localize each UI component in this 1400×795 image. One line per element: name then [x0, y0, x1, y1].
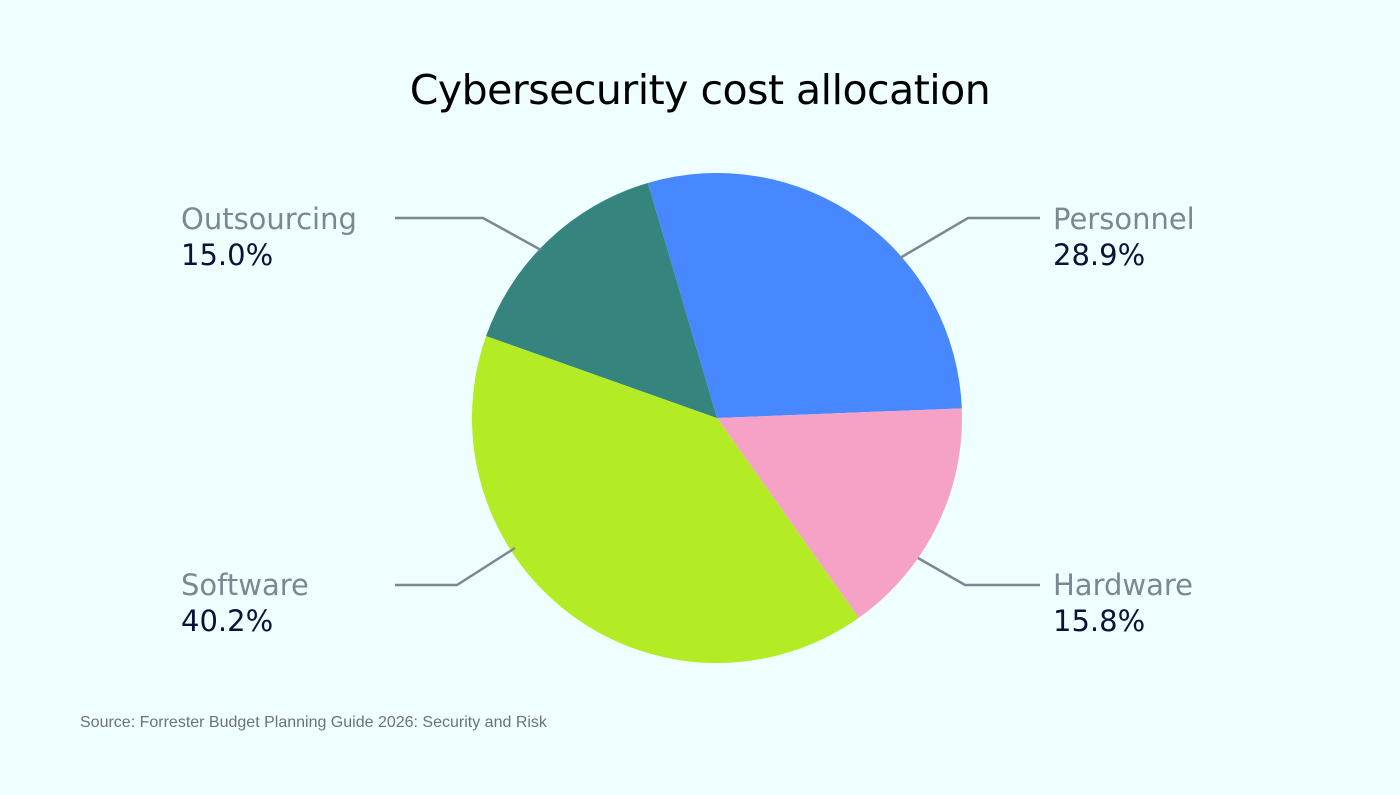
source-note: Source: Forrester Budget Planning Guide … — [80, 714, 547, 731]
pie-slice-software — [472, 336, 859, 663]
pie-slice-outsourcing — [486, 182, 717, 418]
slice-label: Outsourcing — [181, 202, 357, 236]
slice-label: Software — [181, 568, 309, 602]
chart-title: Cybersecurity cost allocation — [409, 66, 991, 114]
label-software: Software 40.2% — [181, 567, 309, 639]
leader-line-software — [395, 546, 516, 587]
slice-value: 15.8% — [1053, 604, 1146, 638]
label-outsourcing: Outsourcing 15.0% — [181, 201, 357, 273]
pie-slice-hardware — [717, 408, 962, 618]
leader-line-hardware — [917, 556, 1040, 587]
slice-value: 28.9% — [1053, 238, 1146, 272]
leader-line-outsourcing — [395, 216, 542, 252]
slice-value: 15.0% — [181, 238, 274, 272]
leader-line-personnel — [899, 216, 1040, 260]
slice-label: Hardware — [1053, 568, 1194, 602]
label-personnel: Personnel 28.9% — [1053, 201, 1195, 273]
pie-slice-personnel — [647, 173, 962, 418]
slice-label: Personnel — [1053, 202, 1195, 236]
label-hardware: Hardware 15.8% — [1053, 567, 1193, 639]
slice-value: 40.2% — [181, 604, 274, 638]
